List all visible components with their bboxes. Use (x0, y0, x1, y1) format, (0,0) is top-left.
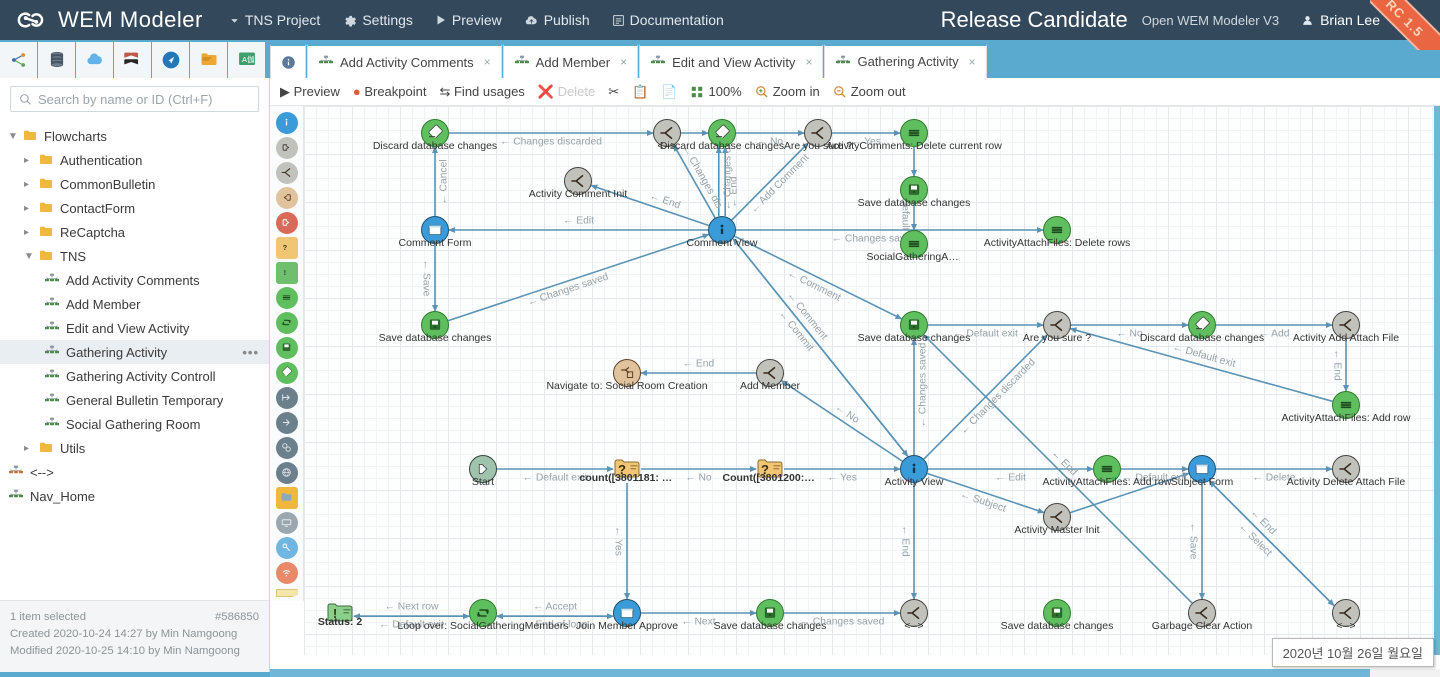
svg-text:A伽: A伽 (242, 54, 255, 64)
svg-text:?: ? (283, 245, 287, 252)
svg-text:!: ! (284, 270, 286, 277)
